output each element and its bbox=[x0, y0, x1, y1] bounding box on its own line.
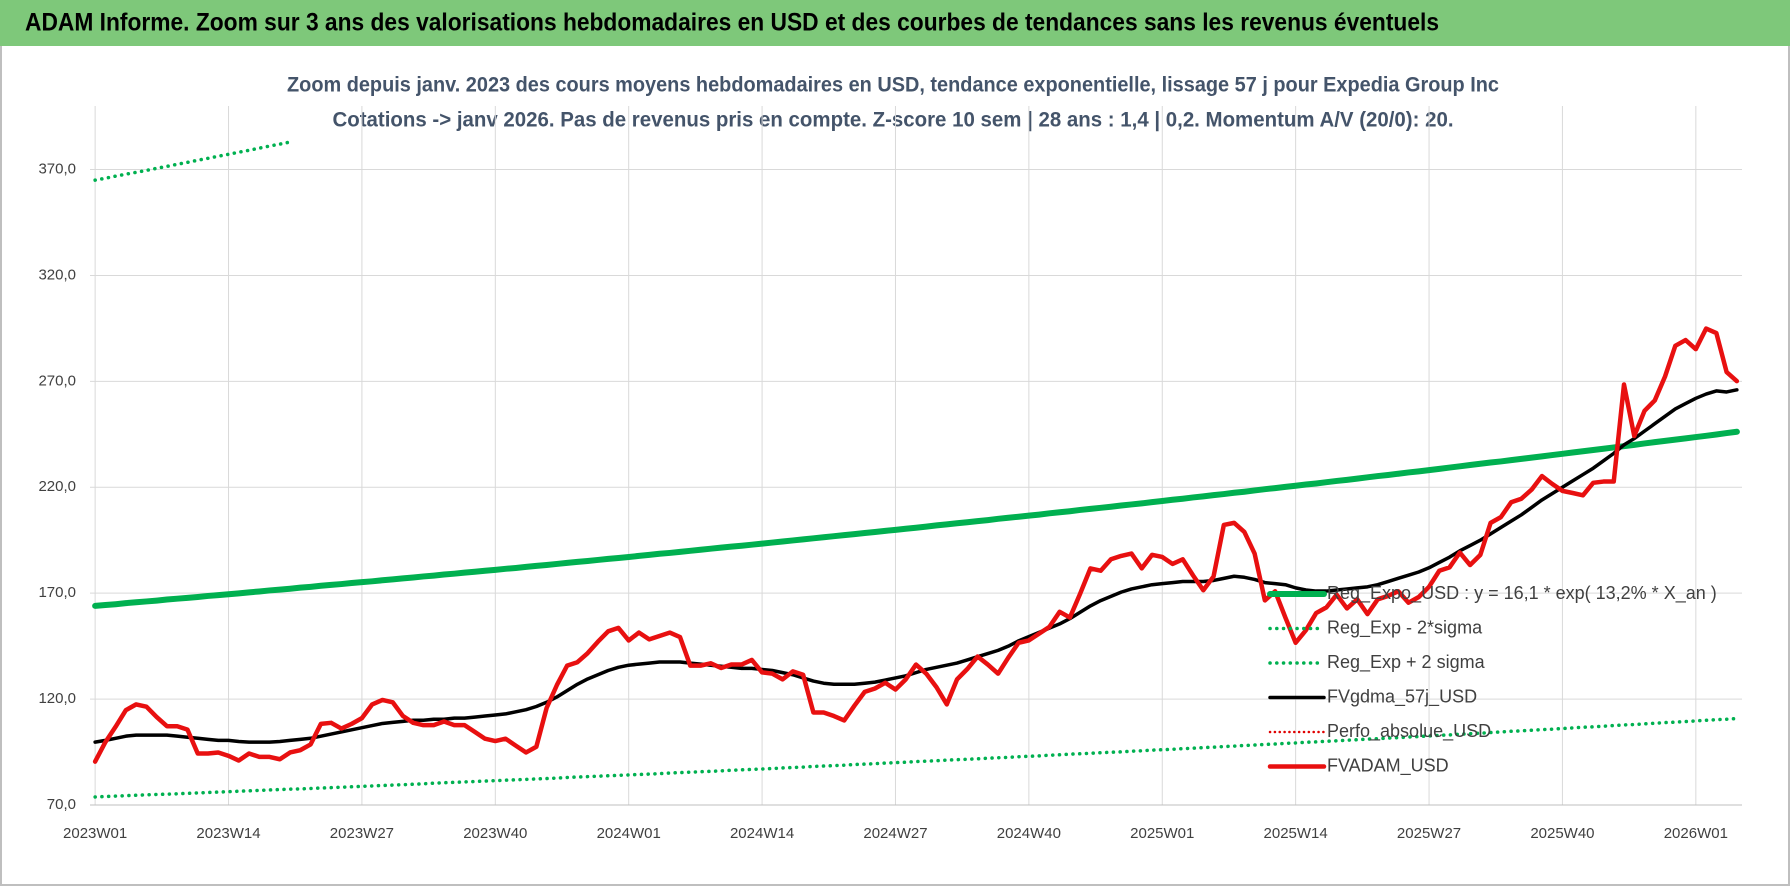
y-tick-label: 170,0 bbox=[38, 584, 76, 601]
y-tick-label: 270,0 bbox=[38, 372, 76, 389]
x-tick-label: 2024W40 bbox=[997, 825, 1061, 842]
grid: 70,0 120,0 170,0 220,0 270,0 320,0 370,0 2023W0… bbox=[38, 106, 1742, 842]
x-tick-label: 2024W14 bbox=[730, 825, 794, 842]
x-tick-label: 2024W27 bbox=[863, 825, 927, 842]
y-tick-label: 220,0 bbox=[38, 478, 76, 495]
x-tick-label: 2025W14 bbox=[1264, 825, 1328, 842]
series-line bbox=[93, 388, 1739, 744]
legend-label: Reg_Exp - 2*sigma bbox=[1327, 617, 1483, 638]
legend-label: Reg_Expo_USD : y = 16,1 * exp( 13,2% * X… bbox=[1327, 583, 1717, 604]
y-tick-label: 370,0 bbox=[38, 161, 76, 178]
y-tick-label: 320,0 bbox=[38, 266, 76, 283]
x-tick-label: 2023W40 bbox=[463, 825, 527, 842]
x-tick-label: 2025W40 bbox=[1530, 825, 1594, 842]
chart-subtitle: Cotations -> janv 2026. Pas de revenus p… bbox=[333, 109, 1454, 132]
header-title: ADAM Informe. Zoom sur 3 ans des valoris… bbox=[25, 9, 1439, 37]
legend-label: Reg_Exp + 2 sigma bbox=[1327, 652, 1486, 673]
chart-subtitle: Zoom depuis janv. 2023 des cours moyens … bbox=[287, 74, 1499, 97]
legend-label: Perfo_absolue_USD bbox=[1327, 721, 1491, 742]
y-tick-label: 70,0 bbox=[47, 796, 76, 813]
x-tick-label: 2023W01 bbox=[63, 825, 127, 842]
header-bar bbox=[0, 0, 1790, 46]
x-tick-label: 2024W01 bbox=[597, 825, 661, 842]
x-tick-label: 2025W01 bbox=[1130, 825, 1194, 842]
x-tick-label: 2023W14 bbox=[196, 825, 260, 842]
plot-lines bbox=[92, 140, 1740, 799]
x-tick-label: 2025W27 bbox=[1397, 825, 1461, 842]
legend-label: FVADAM_USD bbox=[1327, 755, 1449, 776]
x-tick-label: 2023W27 bbox=[330, 825, 394, 842]
series-line bbox=[92, 428, 1740, 609]
series-line bbox=[92, 326, 1740, 764]
series-line bbox=[93, 140, 292, 182]
series-line bbox=[93, 716, 1739, 799]
legend-label: FVgdma_57j_USD bbox=[1327, 686, 1477, 707]
legend: Reg_Expo_USD : y = 16,1 * exp( 13,2% * X… bbox=[1267, 583, 1717, 776]
y-tick-label: 120,0 bbox=[38, 690, 76, 707]
x-tick-label: 2026W01 bbox=[1664, 825, 1728, 842]
